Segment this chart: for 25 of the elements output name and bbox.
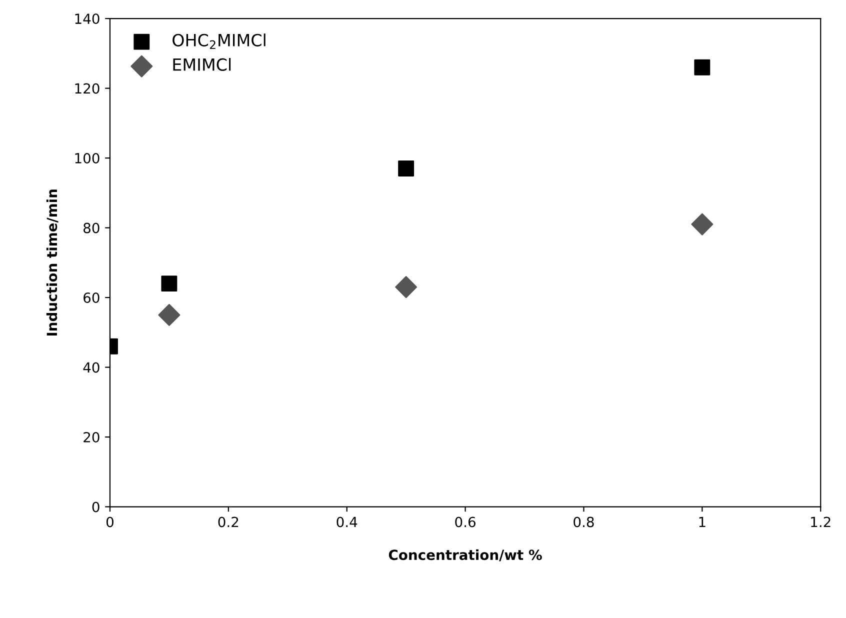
point	[398, 160, 414, 176]
x-tick-label: 0.8	[574, 516, 594, 528]
point	[694, 59, 710, 76]
point	[161, 276, 178, 292]
x-tick-label: 1.2	[811, 516, 830, 528]
x-tick-label: 1	[699, 516, 706, 528]
x-axis-title: Concentration/wt %	[388, 549, 542, 562]
point	[158, 304, 180, 326]
y-tick-label: 0	[92, 502, 100, 512]
y-tick-label: 100	[75, 153, 100, 164]
y-tick-label: 20	[84, 432, 100, 442]
y-tick-label: 80	[84, 222, 100, 234]
y-tick-label: 40	[83, 362, 100, 373]
legend-label: OHC$_{2}$MIMCl	[172, 34, 266, 49]
x-tick-label: 0	[106, 516, 114, 528]
y-tick-label: 60	[84, 292, 100, 303]
y-tick-label: 140	[75, 14, 100, 24]
legend-label: EMIMCl	[173, 58, 231, 71]
point	[691, 213, 714, 236]
x-tick-label: 0.2	[218, 516, 238, 528]
y-axis-title: Induction time/min	[46, 190, 58, 336]
x-tick-label: 0.6	[455, 516, 476, 528]
y-tick-label: 120	[75, 83, 100, 94]
point	[395, 276, 418, 298]
x-tick-label: 0.4	[336, 516, 358, 528]
